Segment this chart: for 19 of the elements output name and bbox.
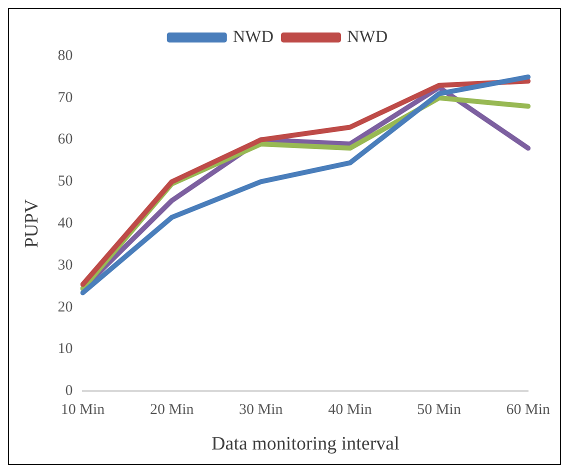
y-tick-label: 60 xyxy=(58,132,73,148)
y-tick-label: 10 xyxy=(58,341,73,358)
y-tick-label: 0 xyxy=(65,383,73,400)
x-tick-label: 60 Min xyxy=(506,402,550,418)
x-tick-label: 10 Min xyxy=(60,402,106,418)
y-tick-label: 20 xyxy=(58,299,73,316)
y-tick-label: 80 xyxy=(58,48,73,64)
y-tick-label: 40 xyxy=(58,216,73,232)
x-tick-label: 40 Min xyxy=(328,402,372,418)
x-tick-label: 20 Min xyxy=(150,402,194,418)
y-tick-label: 30 xyxy=(58,257,73,274)
y-tick-label: 70 xyxy=(58,90,73,106)
x-axis-title: Data monitoring interval xyxy=(212,434,400,455)
y-axis-title: PUPV xyxy=(21,199,42,248)
x-tick-label: 30 Min xyxy=(239,402,284,418)
y-tick-label: 50 xyxy=(58,174,73,190)
legend-label: NWD xyxy=(347,26,388,46)
x-tick-label: 50 Min xyxy=(417,402,462,418)
legend-label: NWD xyxy=(232,26,274,46)
